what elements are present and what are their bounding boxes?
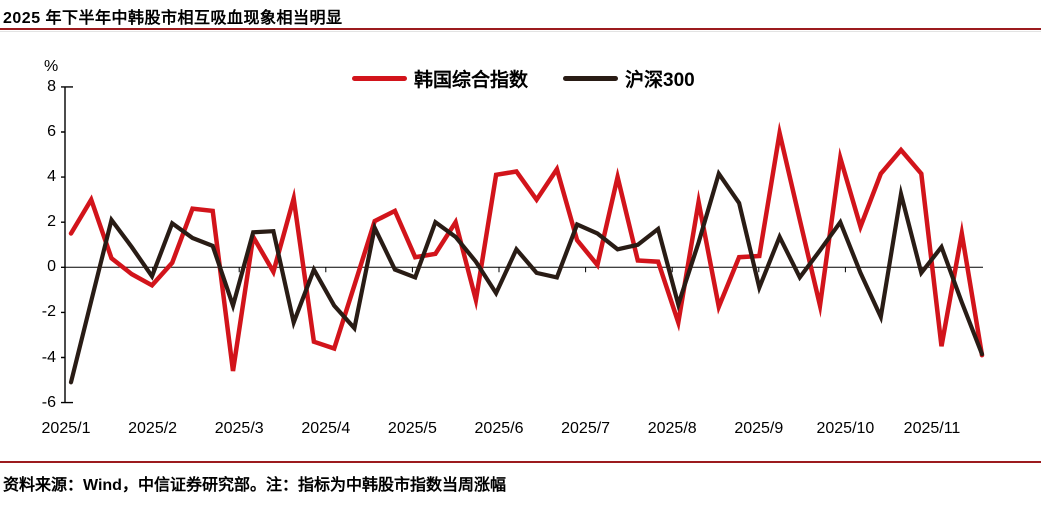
zero-baseline	[65, 266, 983, 273]
legend-item-korea-composite: 韩国综合指数	[352, 65, 528, 92]
korea-line-swatch-icon	[352, 76, 407, 81]
y-axis-tick-label: 4	[47, 168, 56, 186]
csi300-line-swatch-icon	[563, 76, 619, 81]
x-axis-tick-label: 2025/9	[734, 420, 784, 437]
y-axis-tick-label: 6	[47, 123, 56, 140]
x-axis-tick-label: 2025/2	[128, 420, 178, 437]
y-axis-tick-label: 0	[47, 258, 56, 276]
x-axis-tick-label: 2025/3	[214, 420, 264, 437]
title-divider-shadow	[0, 31, 1041, 32]
x-axis-tick-label: 2025/5	[387, 420, 437, 437]
csi300-line	[68, 168, 985, 385]
title-divider	[0, 28, 1041, 30]
x-axis-tick-label: 2025/10	[816, 420, 875, 437]
x-axis-tick-label: 2025/7	[561, 420, 611, 437]
x-axis-tick-label: 2025/6	[474, 420, 524, 437]
y-axis-tick-label: 8	[47, 77, 56, 95]
x-axis-tick-label: 2025/1	[41, 420, 91, 437]
legend-label-korea-composite: 韩国综合指数	[414, 70, 529, 91]
chart-legend: 韩国综合指数 沪深300	[352, 65, 695, 92]
legend-item-csi300: 沪深300	[563, 65, 695, 92]
y-axis-tick-label: -6	[41, 393, 56, 411]
legend-label-csi300: 沪深300	[625, 70, 695, 91]
korea-composite-line	[68, 121, 985, 372]
x-axis-tick-label: 2025/11	[903, 420, 961, 437]
x-axis-tick-label: 2025/8	[647, 420, 697, 437]
page-title: 2025 年下半年中韩股市相互吸血现象相当明显	[3, 10, 343, 27]
source-note: 资料来源：Wind，中信证券研究部。注：指标为中韩股市指数当周涨幅	[3, 477, 506, 494]
y-axis-tick-label: -4	[41, 348, 56, 366]
y-axis	[61, 86, 73, 404]
footer-divider	[0, 461, 1041, 463]
y-axis-unit-label: %	[44, 58, 59, 75]
y-axis-tick-label: 2	[47, 213, 56, 231]
y-axis-tick-label: -2	[41, 303, 56, 321]
x-axis-tick-label: 2025/4	[301, 420, 351, 437]
